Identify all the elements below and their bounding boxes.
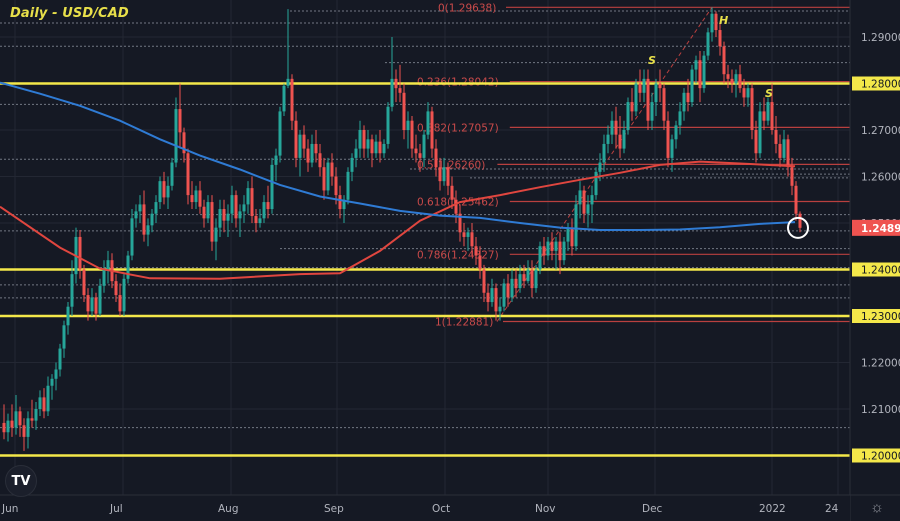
last-price-value: 1.24896: [861, 223, 900, 235]
time-tick: Nov: [535, 503, 556, 515]
time-tick: Oct: [432, 503, 450, 515]
last-price-tag: [852, 219, 900, 236]
price-level-tag: [852, 309, 900, 323]
time-tick: 24: [825, 503, 839, 515]
left-shoulder-label: S: [648, 54, 656, 67]
tradingview-logo-icon[interactable]: TV: [5, 465, 37, 497]
ma-200-line: [0, 81, 796, 231]
price-tick: 1.28000: [861, 79, 900, 91]
price-tick: 1.23000: [861, 311, 900, 323]
fib-level-label: 0.5(1.26260): [417, 159, 485, 171]
price-level-tag: [852, 262, 900, 277]
ma-100-line: [0, 160, 796, 280]
price-tick: 1.24000: [861, 265, 900, 277]
fib-level-label: 0.786(1.24327): [417, 249, 499, 261]
right-shoulder-label: S: [765, 87, 773, 100]
time-tick: Jul: [109, 503, 123, 515]
fib-level-label: 0(1.29638): [438, 2, 496, 14]
time-tick: 2022: [759, 503, 786, 515]
time-tick: Jun: [1, 503, 18, 515]
time-tick: Aug: [218, 503, 239, 515]
support-resistance-lines[interactable]: [0, 82, 850, 457]
candlesticks: [2, 7, 802, 451]
price-level-tag: [852, 76, 900, 91]
chart-title: Daily - USD/CAD: [10, 6, 129, 21]
gear-icon[interactable]: ☼: [870, 499, 884, 516]
fib-level-label: 0.382(1.27057): [417, 122, 499, 134]
price-tick: 1.22000: [861, 358, 900, 370]
time-tick: Sep: [324, 503, 344, 515]
highlight-circle: [787, 216, 809, 239]
price-tick: 1.20000: [861, 451, 900, 463]
pattern-annotations: S H S: [648, 14, 809, 239]
price-tick: 1.26000: [861, 172, 900, 184]
price-level-tag: [852, 448, 900, 463]
moving-averages: [0, 81, 796, 280]
head-label: H: [719, 14, 728, 27]
price-tick: 1.21000: [861, 404, 900, 416]
fib-level-label: 1(1.22881): [435, 317, 493, 329]
price-tick: 1.27000: [861, 125, 900, 137]
time-tick: Dec: [642, 503, 663, 515]
price-tick: 1.29000: [861, 32, 900, 44]
